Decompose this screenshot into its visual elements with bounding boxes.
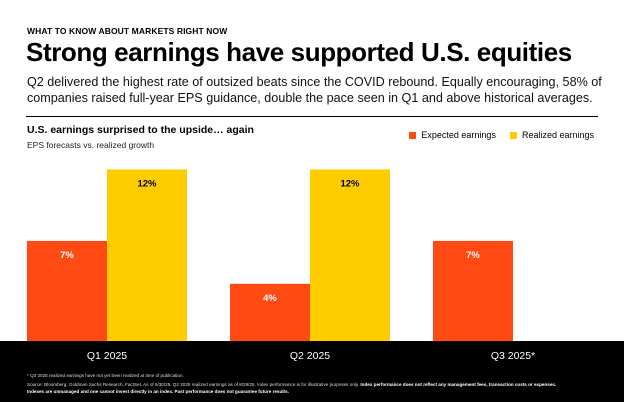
disclaimer-indexes: Indexes are unmanaged and one cannot inv… <box>27 389 289 394</box>
data-label-expected-3: 7% <box>466 250 480 261</box>
x-tick-label-3: Q3 2025* <box>491 350 535 362</box>
legend-label-realized: Realized earnings <box>521 130 594 140</box>
disclaimer-fees: Index performance does not reflect any m… <box>360 382 557 387</box>
legend-swatch-expected <box>409 131 417 139</box>
legend-label-expected: Expected earnings <box>421 130 496 140</box>
bar-realized-2 <box>310 169 390 341</box>
legend-swatch-realized <box>509 131 517 139</box>
data-label-expected-2: 4% <box>263 293 277 304</box>
chart-title: U.S. earnings surprised to the upside… a… <box>27 124 254 136</box>
data-label-realized-1: 12% <box>137 178 157 189</box>
data-label-realized-2: 12% <box>340 178 360 189</box>
legend-item-realized: Realized earnings <box>509 130 594 140</box>
data-label-expected-1: 7% <box>60 250 74 261</box>
chart-subtitle: EPS forecasts vs. realized growth <box>27 140 155 150</box>
bar-expected-2 <box>230 283 310 341</box>
source-text: Source: Bloomberg, Goldman Sachs Researc… <box>27 382 360 387</box>
eyebrow-label: WHAT TO KNOW ABOUT MARKETS RIGHT NOW <box>27 26 228 36</box>
bar-expected-1 <box>27 240 107 341</box>
bar-expected-3 <box>433 240 513 341</box>
bar-realized-1 <box>107 169 187 341</box>
footnote-source: Source: Bloomberg, Goldman Sachs Researc… <box>27 382 556 387</box>
page-subtitle: Q2 delivered the highest rate of outsize… <box>27 75 602 105</box>
footer-band <box>0 341 624 402</box>
footnote-q3: * Q3 2025 realized earnings have not yet… <box>27 373 184 378</box>
divider <box>26 116 598 117</box>
x-tick-label-1: Q1 2025 <box>87 350 127 362</box>
chart-legend: Expected earnings Realized earnings <box>409 130 594 140</box>
page-title: Strong earnings have supported U.S. equi… <box>26 37 572 67</box>
legend-item-expected: Expected earnings <box>409 130 496 140</box>
x-tick-label-2: Q2 2025 <box>290 350 330 362</box>
